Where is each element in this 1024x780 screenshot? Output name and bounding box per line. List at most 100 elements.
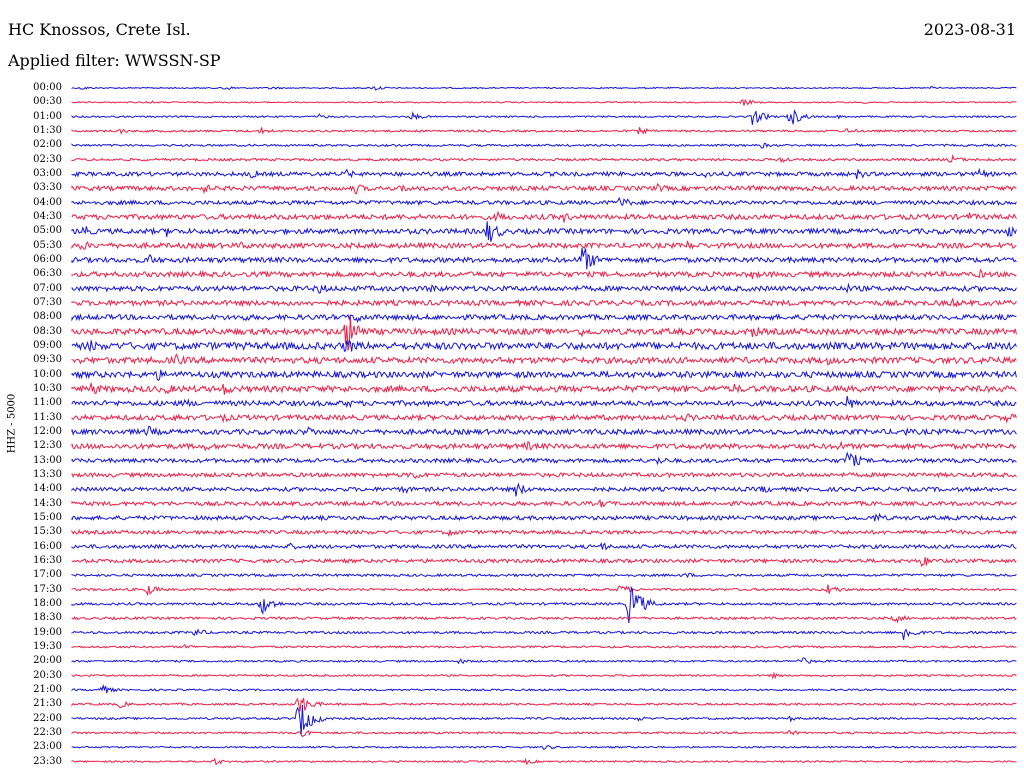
time-label: 17:00 (33, 569, 62, 581)
seismic-trace-2300 (71, 745, 1017, 751)
seismic-trace-0400 (71, 196, 1017, 207)
seismic-trace-1000 (71, 369, 1017, 382)
seismic-trace-1500 (71, 512, 1017, 522)
seismic-trace-1930 (71, 643, 1017, 649)
time-label: 03:00 (33, 167, 62, 179)
seismic-trace-0200 (71, 142, 1017, 149)
seismic-trace-0500 (71, 221, 1017, 242)
seismic-trace-0130 (71, 127, 1017, 135)
seismic-trace-1030 (71, 382, 1017, 395)
seismic-trace-2130 (71, 697, 1017, 712)
time-label: 05:00 (33, 225, 62, 237)
station-title: HC Knossos, Crete Isl. (8, 20, 191, 39)
seismic-trace-1730 (71, 584, 1017, 597)
time-label: 21:30 (33, 698, 62, 710)
time-label: 02:00 (33, 139, 62, 151)
seismic-trace-1530 (71, 528, 1017, 538)
time-label: 15:30 (33, 526, 62, 538)
time-label: 20:00 (33, 655, 62, 667)
time-label: 16:00 (33, 540, 62, 552)
seismic-trace-1130 (71, 413, 1017, 424)
time-label: 07:00 (33, 282, 62, 294)
time-label: 09:00 (33, 339, 62, 351)
time-label: 11:30 (33, 411, 62, 423)
seismic-trace-2330 (71, 757, 1017, 766)
time-label: 08:30 (33, 325, 62, 337)
time-label: 13:00 (33, 454, 62, 466)
seismic-trace-1430 (71, 498, 1017, 508)
seismic-trace-0530 (71, 240, 1017, 251)
time-label: 18:00 (33, 597, 62, 609)
time-label: 22:00 (33, 712, 62, 724)
time-label: 21:00 (33, 683, 62, 695)
seismic-trace-0730 (71, 297, 1017, 308)
time-label: 01:30 (33, 124, 62, 136)
time-label: 04:00 (33, 196, 62, 208)
time-label: 23:00 (33, 741, 62, 753)
time-label: 11:00 (33, 397, 62, 409)
seismic-trace-1630 (71, 557, 1017, 568)
time-label: 00:00 (33, 82, 62, 93)
time-label: 10:00 (33, 368, 62, 380)
time-label: 17:30 (33, 583, 62, 595)
seismic-trace-2230 (71, 729, 1017, 738)
time-label: 14:00 (33, 483, 62, 495)
seismic-trace-0800 (71, 313, 1017, 324)
seismic-trace-0630 (71, 268, 1017, 280)
filter-label: Applied filter: WWSSN-SP (8, 51, 221, 70)
time-label: 19:00 (33, 626, 62, 638)
time-label: 08:00 (33, 311, 62, 323)
time-label: 05:30 (33, 239, 62, 251)
seismic-trace-1800 (71, 585, 1017, 624)
seismic-trace-1200 (71, 425, 1017, 437)
seismic-trace-0930 (71, 353, 1017, 366)
time-label: 13:30 (33, 468, 62, 480)
time-label: 01:00 (33, 110, 62, 122)
seismic-trace-0230 (71, 153, 1017, 164)
seismic-trace-0030 (71, 99, 1017, 106)
time-label: 16:30 (33, 554, 62, 566)
time-label: 04:30 (33, 210, 62, 222)
seismic-trace-0600 (71, 247, 1017, 270)
time-label: 18:30 (33, 612, 62, 624)
seismic-trace-2000 (71, 657, 1017, 665)
seismic-trace-1600 (71, 542, 1017, 551)
time-label: 06:00 (33, 253, 62, 265)
time-label: 23:30 (33, 755, 62, 767)
seismic-trace-1700 (71, 572, 1017, 579)
time-label: 06:30 (33, 268, 62, 280)
seismic-trace-0000 (71, 85, 1017, 91)
time-label: 09:30 (33, 354, 62, 366)
time-axis-labels: 00:00 00:30 01:00 01:30 02:00 02:30 03:00 03:30… (0, 0, 70, 780)
seismic-trace-0700 (71, 282, 1017, 294)
time-label: 19:30 (33, 640, 62, 652)
seismic-trace-0100 (71, 109, 1017, 125)
seismic-trace-0900 (71, 339, 1017, 353)
seismic-trace-0330 (71, 182, 1017, 195)
record-date: 2023-08-31 (923, 20, 1016, 39)
seismic-trace-1230 (71, 440, 1017, 452)
seismic-trace-0430 (71, 210, 1017, 223)
seismic-trace-2100 (71, 683, 1017, 694)
time-label: 00:30 (33, 96, 62, 108)
seismic-trace-1100 (71, 396, 1017, 409)
time-label: 14:30 (33, 497, 62, 509)
time-label: 12:00 (33, 425, 62, 437)
time-label: 15:00 (33, 511, 62, 523)
time-label: 10:30 (33, 382, 62, 394)
seismic-trace-0300 (71, 167, 1017, 180)
time-label: 02:30 (33, 153, 62, 165)
time-label: 12:30 (33, 440, 62, 452)
seismic-trace-1830 (71, 615, 1017, 624)
time-label: 22:30 (33, 726, 62, 738)
seismic-trace-1300 (71, 451, 1017, 467)
time-label: 07:30 (33, 296, 62, 308)
time-label: 20:30 (33, 669, 62, 681)
seismic-trace-2030 (71, 671, 1017, 680)
seismic-trace-1400 (71, 482, 1017, 497)
seismic-trace-1330 (71, 471, 1017, 480)
seismic-trace-0830 (71, 316, 1017, 351)
seismic-trace-2200 (71, 704, 1017, 736)
seismic-trace-1900 (71, 628, 1017, 640)
